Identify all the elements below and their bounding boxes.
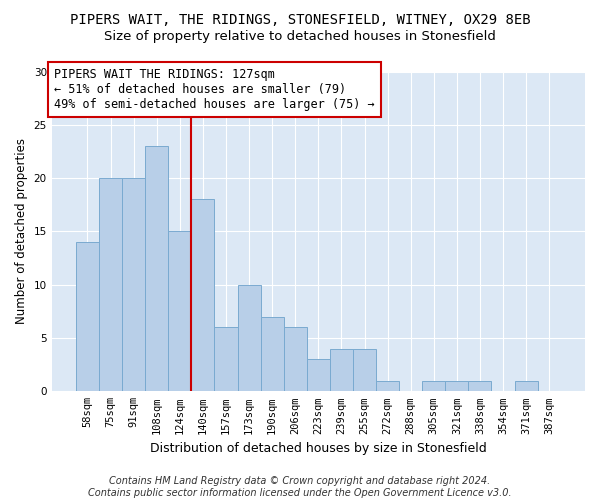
Bar bbox=[330, 348, 353, 392]
Bar bbox=[445, 380, 469, 392]
Bar bbox=[76, 242, 99, 392]
Text: PIPERS WAIT, THE RIDINGS, STONESFIELD, WITNEY, OX29 8EB: PIPERS WAIT, THE RIDINGS, STONESFIELD, W… bbox=[70, 12, 530, 26]
Bar bbox=[307, 360, 330, 392]
Bar bbox=[168, 232, 191, 392]
Bar bbox=[238, 284, 260, 392]
Bar bbox=[145, 146, 168, 392]
Bar bbox=[353, 348, 376, 392]
Text: Contains HM Land Registry data © Crown copyright and database right 2024.
Contai: Contains HM Land Registry data © Crown c… bbox=[88, 476, 512, 498]
Bar bbox=[469, 380, 491, 392]
Bar bbox=[214, 328, 238, 392]
Y-axis label: Number of detached properties: Number of detached properties bbox=[15, 138, 28, 324]
Bar bbox=[515, 380, 538, 392]
X-axis label: Distribution of detached houses by size in Stonesfield: Distribution of detached houses by size … bbox=[150, 442, 487, 455]
Bar bbox=[422, 380, 445, 392]
Bar bbox=[122, 178, 145, 392]
Bar bbox=[191, 200, 214, 392]
Bar bbox=[99, 178, 122, 392]
Text: PIPERS WAIT THE RIDINGS: 127sqm
← 51% of detached houses are smaller (79)
49% of: PIPERS WAIT THE RIDINGS: 127sqm ← 51% of… bbox=[55, 68, 375, 112]
Text: Size of property relative to detached houses in Stonesfield: Size of property relative to detached ho… bbox=[104, 30, 496, 43]
Bar bbox=[260, 316, 284, 392]
Bar bbox=[284, 328, 307, 392]
Bar bbox=[376, 380, 399, 392]
